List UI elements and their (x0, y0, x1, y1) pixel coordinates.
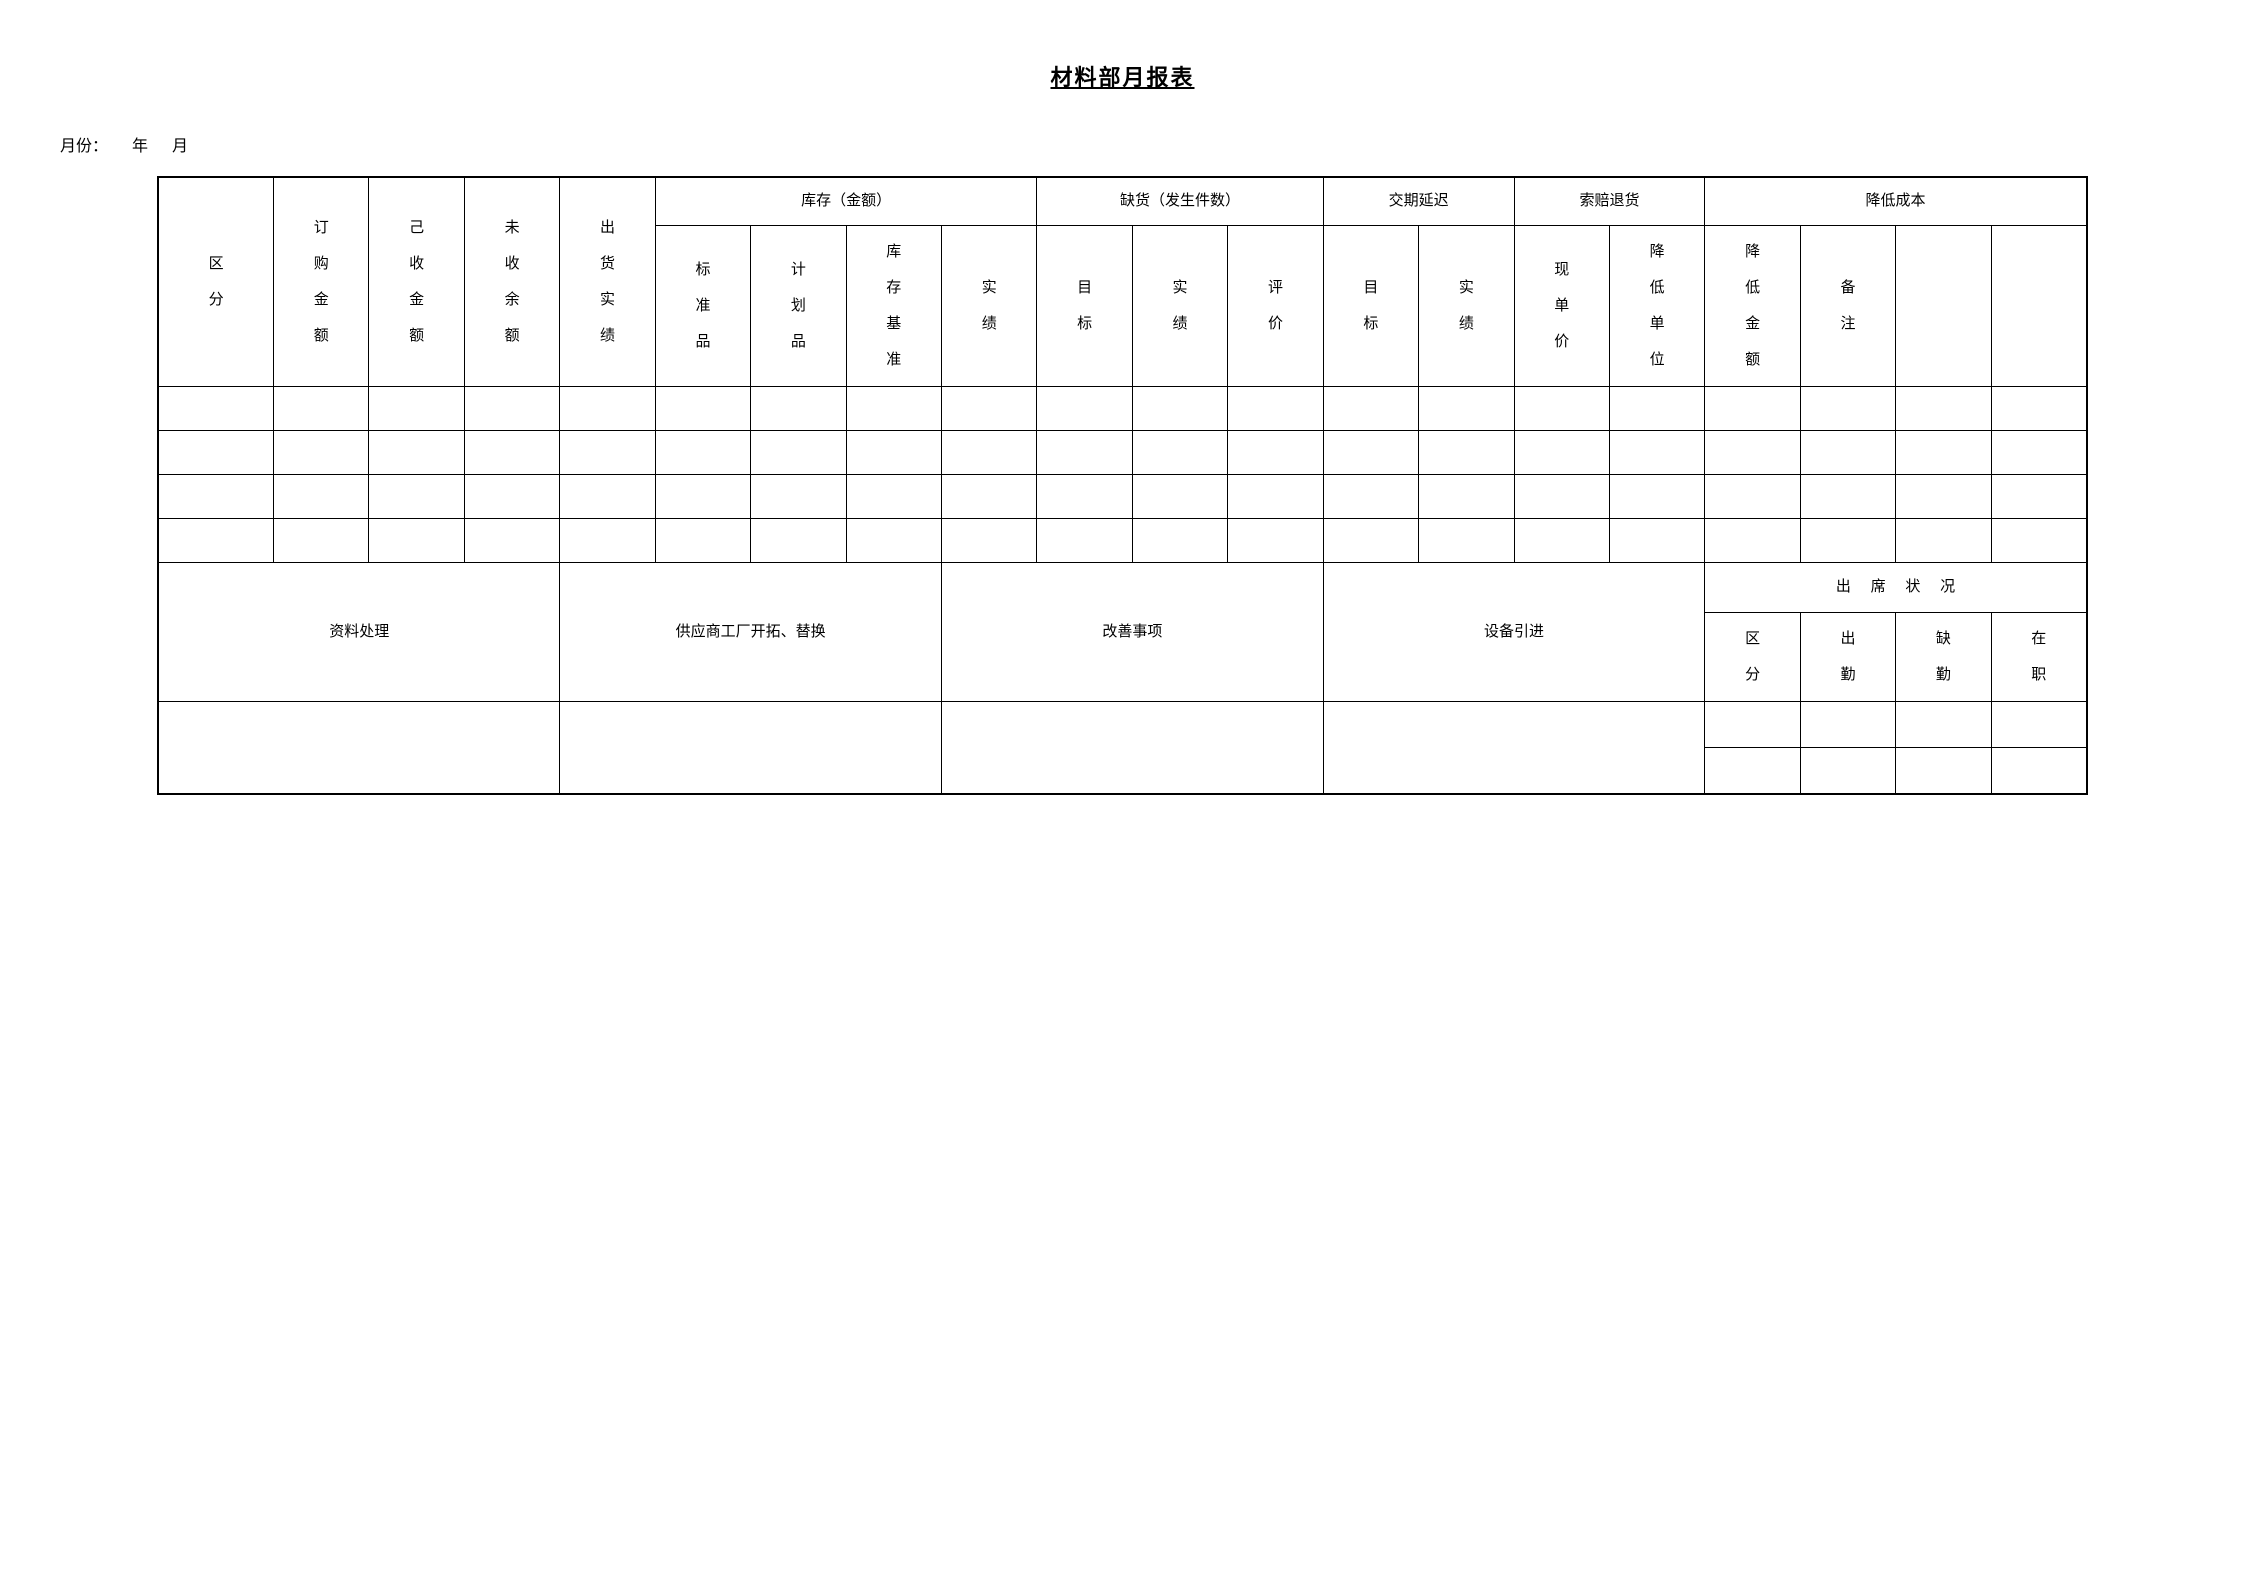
s-gaishan: 改善事项 (942, 563, 1324, 702)
h-mubiao-delay: 目标 (1323, 226, 1418, 387)
h-empty2 (1991, 226, 2087, 387)
page-title: 材料部月报表 (50, 60, 2195, 92)
cell-shebei (1323, 702, 1705, 794)
h-group-delay: 交期延迟 (1323, 177, 1514, 226)
h-biaozhunpin: 标准品 (655, 226, 750, 387)
h-weishou: 未收余额 (464, 177, 559, 387)
a-zaizhi: 在职 (1991, 613, 2087, 702)
h-dinggou: 订购金额 (274, 177, 369, 387)
table-row (158, 387, 2087, 431)
s-shebei: 设备引进 (1323, 563, 1705, 702)
bottom-row-1 (158, 702, 2087, 748)
month-suffix: 月 (172, 138, 188, 155)
s-ziliaochuli: 资料处理 (158, 563, 560, 702)
h-xiandanjia: 现单价 (1514, 226, 1609, 387)
h-qufen: 区分 (158, 177, 273, 387)
h-shiji-delay: 实绩 (1419, 226, 1514, 387)
cell-gongying (560, 702, 942, 794)
cell-att-2-1 (1705, 748, 1800, 794)
h-pingjia: 评价 (1228, 226, 1323, 387)
h-jiangdijine: 降低金额 (1705, 226, 1800, 387)
cell-att-1-2 (1800, 702, 1895, 748)
cell-att-1-3 (1896, 702, 1991, 748)
h-yishou: 己收金额 (369, 177, 464, 387)
month-prefix: 月份： (60, 138, 108, 155)
report-table: 区分 订购金额 己收金额 未收余额 出货实绩 库存（金额） 缺货（发生件数） 交… (157, 176, 2088, 795)
table-row (158, 519, 2087, 563)
h-group-shortage: 缺货（发生件数） (1037, 177, 1323, 226)
cell-att-2-2 (1800, 748, 1895, 794)
cell-gaishan (942, 702, 1324, 794)
h-jiangdidanwei: 降低单位 (1609, 226, 1704, 387)
cell-att-2-4 (1991, 748, 2087, 794)
a-chuqin: 出勤 (1800, 613, 1895, 702)
h-group-claim: 索赔退货 (1514, 177, 1705, 226)
cell-att-1-1 (1705, 702, 1800, 748)
h-group-cost: 降低成本 (1705, 177, 2087, 226)
table-row (158, 475, 2087, 519)
s-attendance-title: 出 席 状 况 (1705, 563, 2087, 613)
a-queqin: 缺勤 (1896, 613, 1991, 702)
cell-ziliao (158, 702, 560, 794)
h-chuhuo: 出货实绩 (560, 177, 655, 387)
h-shiji-short: 实绩 (1132, 226, 1227, 387)
h-group-inventory: 库存（金额） (655, 177, 1037, 226)
year-suffix: 年 (132, 138, 148, 155)
h-shiji-inv: 实绩 (942, 226, 1037, 387)
a-qufen: 区分 (1705, 613, 1800, 702)
h-jihuapin: 计划品 (751, 226, 846, 387)
section-header-row-1: 资料处理 供应商工厂开拓、替换 改善事项 设备引进 出 席 状 况 (158, 563, 2087, 613)
s-gongyingshang: 供应商工厂开拓、替换 (560, 563, 942, 702)
h-beizhu: 备注 (1800, 226, 1895, 387)
table-row (158, 431, 2087, 475)
h-mubiao-short: 目标 (1037, 226, 1132, 387)
cell-att-1-4 (1991, 702, 2087, 748)
h-empty1 (1896, 226, 1991, 387)
h-kucunjizhun: 库存基准 (846, 226, 941, 387)
table-container: 区分 订购金额 己收金额 未收余额 出货实绩 库存（金额） 缺货（发生件数） 交… (50, 176, 2195, 795)
cell-att-2-3 (1896, 748, 1991, 794)
month-line: 月份： 年 月 (60, 132, 2195, 156)
header-row-1: 区分 订购金额 己收金额 未收余额 出货实绩 库存（金额） 缺货（发生件数） 交… (158, 177, 2087, 226)
